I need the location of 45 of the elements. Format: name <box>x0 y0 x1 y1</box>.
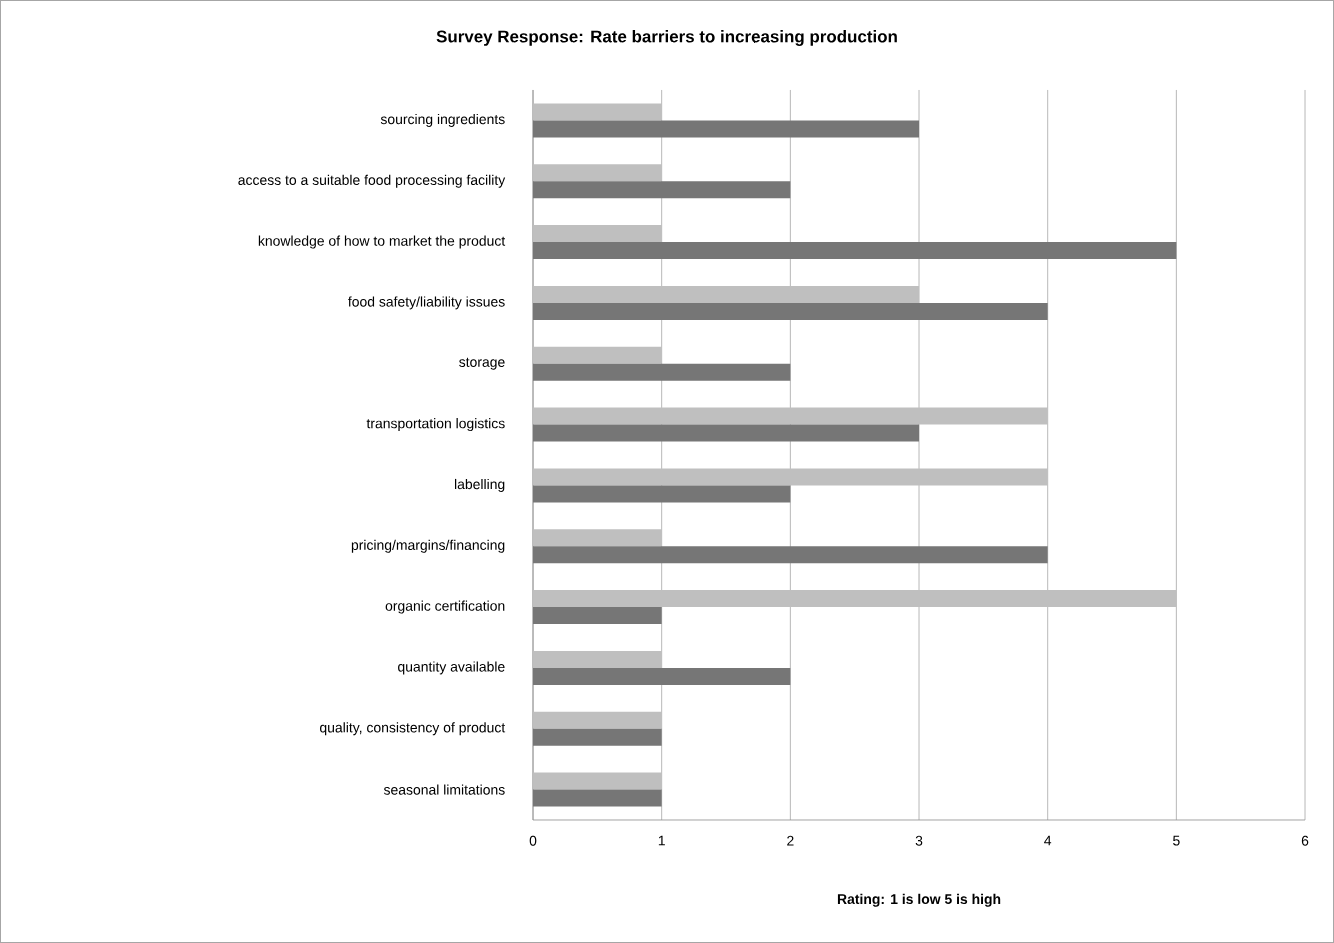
bar <box>533 546 1048 564</box>
x-tick-label: 3 <box>915 835 923 846</box>
bar <box>533 407 1048 425</box>
x-axis-title: Rating: 1 is low 5 is high <box>837 893 1001 907</box>
bar <box>533 164 662 182</box>
bar <box>533 667 791 685</box>
x-tick-label: 1 <box>658 835 665 846</box>
bar <box>533 711 662 729</box>
bar <box>533 424 920 442</box>
x-tick-label: 5 <box>1173 835 1180 846</box>
bar <box>533 728 662 746</box>
chart-title: Survey Response: Rate barriers to increasing production <box>436 30 897 46</box>
bar <box>533 789 662 807</box>
x-tick-label: 2 <box>787 835 794 846</box>
y-tick-label: transportation logistics <box>366 418 505 432</box>
bar <box>533 225 662 243</box>
y-tick-label: storage <box>459 357 505 370</box>
y-tick-label: quality, consistency of product <box>320 722 506 736</box>
y-tick-label: seasonal limitations <box>383 784 505 795</box>
bar <box>533 529 662 547</box>
bar <box>533 485 791 503</box>
bar <box>533 363 791 381</box>
bar <box>533 302 1048 320</box>
bar <box>533 468 1048 486</box>
bar <box>533 285 920 303</box>
bar <box>533 181 791 199</box>
x-tick-label: 6 <box>1301 835 1309 846</box>
x-tick-label: 4 <box>1044 835 1052 846</box>
bar <box>533 242 1177 260</box>
bar <box>533 607 662 625</box>
bar <box>533 590 1177 608</box>
bar <box>533 772 662 790</box>
y-tick-label: labelling <box>455 478 505 492</box>
y-tick-label: access to a suitable food processing facility <box>238 174 506 188</box>
y-tick-label: sourcing ingredients <box>380 113 505 127</box>
x-tick-label: 0 <box>529 835 537 846</box>
y-tick-label: pricing/margins/financing <box>351 539 505 553</box>
y-tick-label: quantity available <box>398 661 505 675</box>
bar <box>533 120 920 138</box>
y-tick-label: food safety/liability issues <box>348 296 505 310</box>
y-tick-label: knowledge of how to market the product <box>258 235 506 249</box>
y-tick-label: organic certification <box>385 600 505 614</box>
bar <box>533 103 662 121</box>
bar <box>533 650 662 668</box>
bar <box>533 346 662 364</box>
